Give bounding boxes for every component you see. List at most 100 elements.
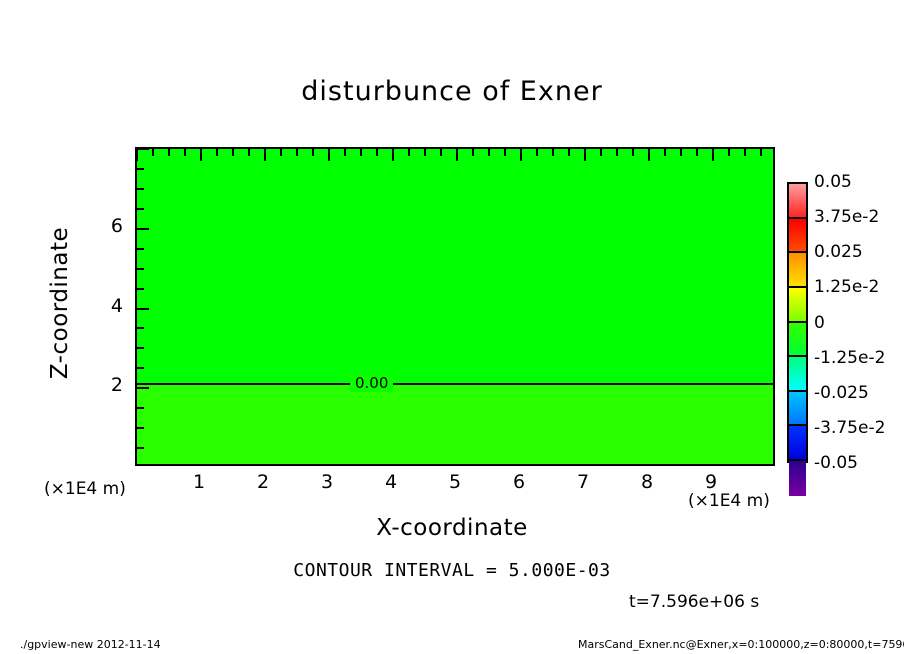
y-tick-label: 6 [110,214,123,237]
y-tick-minor [137,347,144,350]
x-tick-minor [488,149,490,156]
colorbar-tick-label: 0.025 [814,242,863,263]
x-tick-minor [280,149,282,156]
x-tick-minor [504,149,506,156]
x-tick-major [200,149,202,161]
x-tick-minor [536,149,538,156]
colorbar-tick-label: 0.05 [814,172,852,192]
y-tick-minor [137,407,144,410]
contour-interval-text: CONTOUR INTERVAL = 5.000E-03 [293,560,611,581]
y-tick-minor [137,187,144,190]
colorbar-tick-label: -0.025 [814,382,869,403]
x-tick-minor [360,149,362,156]
x-tick-major [648,149,650,161]
x-tick-minor [248,149,250,156]
x-tick-minor [616,149,618,156]
x-tick-major [264,149,266,161]
y-axis-unit-label: (×1E4 m) [44,479,126,499]
x-axis-unit-label: (×1E4 m) [688,491,770,511]
y-axis-title: Z-coordinate [47,226,73,380]
colorbar-tick-label: 1.25e-2 [814,277,880,298]
colorbar-band [789,218,806,254]
colorbar-band [789,253,806,288]
colorbar-tick-label: -0.05 [814,453,858,473]
x-tick-minor [152,149,154,156]
colorbar-tick-label: 3.75e-2 [814,207,880,228]
x-tick-minor [296,149,298,156]
y-tick-minor [137,167,144,170]
page-title: disturbunce of Exner [301,76,603,107]
x-tick-label: 2 [256,471,270,493]
y-tick-label: 4 [110,294,123,317]
x-tick-minor [568,149,570,156]
x-tick-label: 4 [384,471,398,493]
x-tick-major [328,149,330,161]
colorbar-tick-label: 0 [814,312,825,333]
y-tick-major [137,149,149,150]
y-tick-minor [137,327,144,330]
x-tick-major [584,149,586,161]
y-tick-minor [137,287,144,290]
contour-line-zero [137,383,773,385]
x-tick-minor [376,149,378,156]
colorbar-tick-label: -3.75e-2 [814,417,886,438]
x-tick-minor [408,149,410,156]
x-tick-label: 8 [640,471,654,493]
field-region-upper [137,149,773,385]
colorbar-band [789,426,806,461]
x-tick-minor [552,149,554,156]
y-tick-label: 2 [110,374,123,397]
x-tick-minor [344,149,346,156]
y-tick-major [137,227,149,230]
x-tick-minor [312,149,314,156]
x-tick-label: 5 [448,471,462,493]
x-tick-minor [600,149,602,156]
footer-right-text: MarsCand_Exner.nc@Exner,x=0:100000,z=0:8… [578,638,904,651]
x-tick-minor [680,149,682,156]
colorbar-band [789,461,806,496]
y-tick-minor [137,207,144,210]
x-tick-label: 7 [576,471,590,493]
plot-area: 0.00 [135,147,775,466]
colorbar-band [789,391,806,427]
colorbar-band [789,287,806,323]
x-tick-minor [696,149,698,156]
x-tick-major [392,149,394,161]
x-tick-minor [168,149,170,156]
time-stamp-label: t=7.596e+06 s [629,592,760,612]
x-tick-major [712,149,714,161]
colorbar-band [789,322,806,358]
field-region-lower [137,385,773,464]
x-tick-major [137,149,138,161]
y-tick-minor [137,427,144,430]
x-tick-minor [632,149,634,156]
footer-left-text: ./gpview-new 2012-11-14 [20,638,161,651]
colorbar-tick-label: -1.25e-2 [814,347,886,368]
x-tick-label: 9 [704,471,718,493]
y-tick-major [137,387,149,390]
x-tick-minor [744,149,746,156]
x-tick-label: 3 [320,471,334,493]
x-tick-minor [440,149,442,156]
x-tick-minor [472,149,474,156]
x-tick-label: 1 [192,471,206,493]
x-tick-label: 6 [512,471,526,493]
colorbar-band [789,357,806,392]
x-tick-minor [184,149,186,156]
x-tick-minor [664,149,666,156]
y-tick-minor [137,267,144,270]
x-axis-title: X-coordinate [376,515,528,541]
y-tick-minor [137,367,144,370]
x-tick-minor [760,149,762,156]
colorbar-band [789,184,806,219]
colorbar [787,182,808,496]
y-tick-minor [137,247,144,250]
x-tick-major [456,149,458,161]
y-tick-major [137,307,149,310]
x-tick-minor [424,149,426,156]
x-tick-minor [232,149,234,156]
contour-line-label: 0.00 [350,375,394,392]
x-tick-major [520,149,522,161]
x-tick-minor [728,149,730,156]
y-tick-minor [137,447,144,450]
